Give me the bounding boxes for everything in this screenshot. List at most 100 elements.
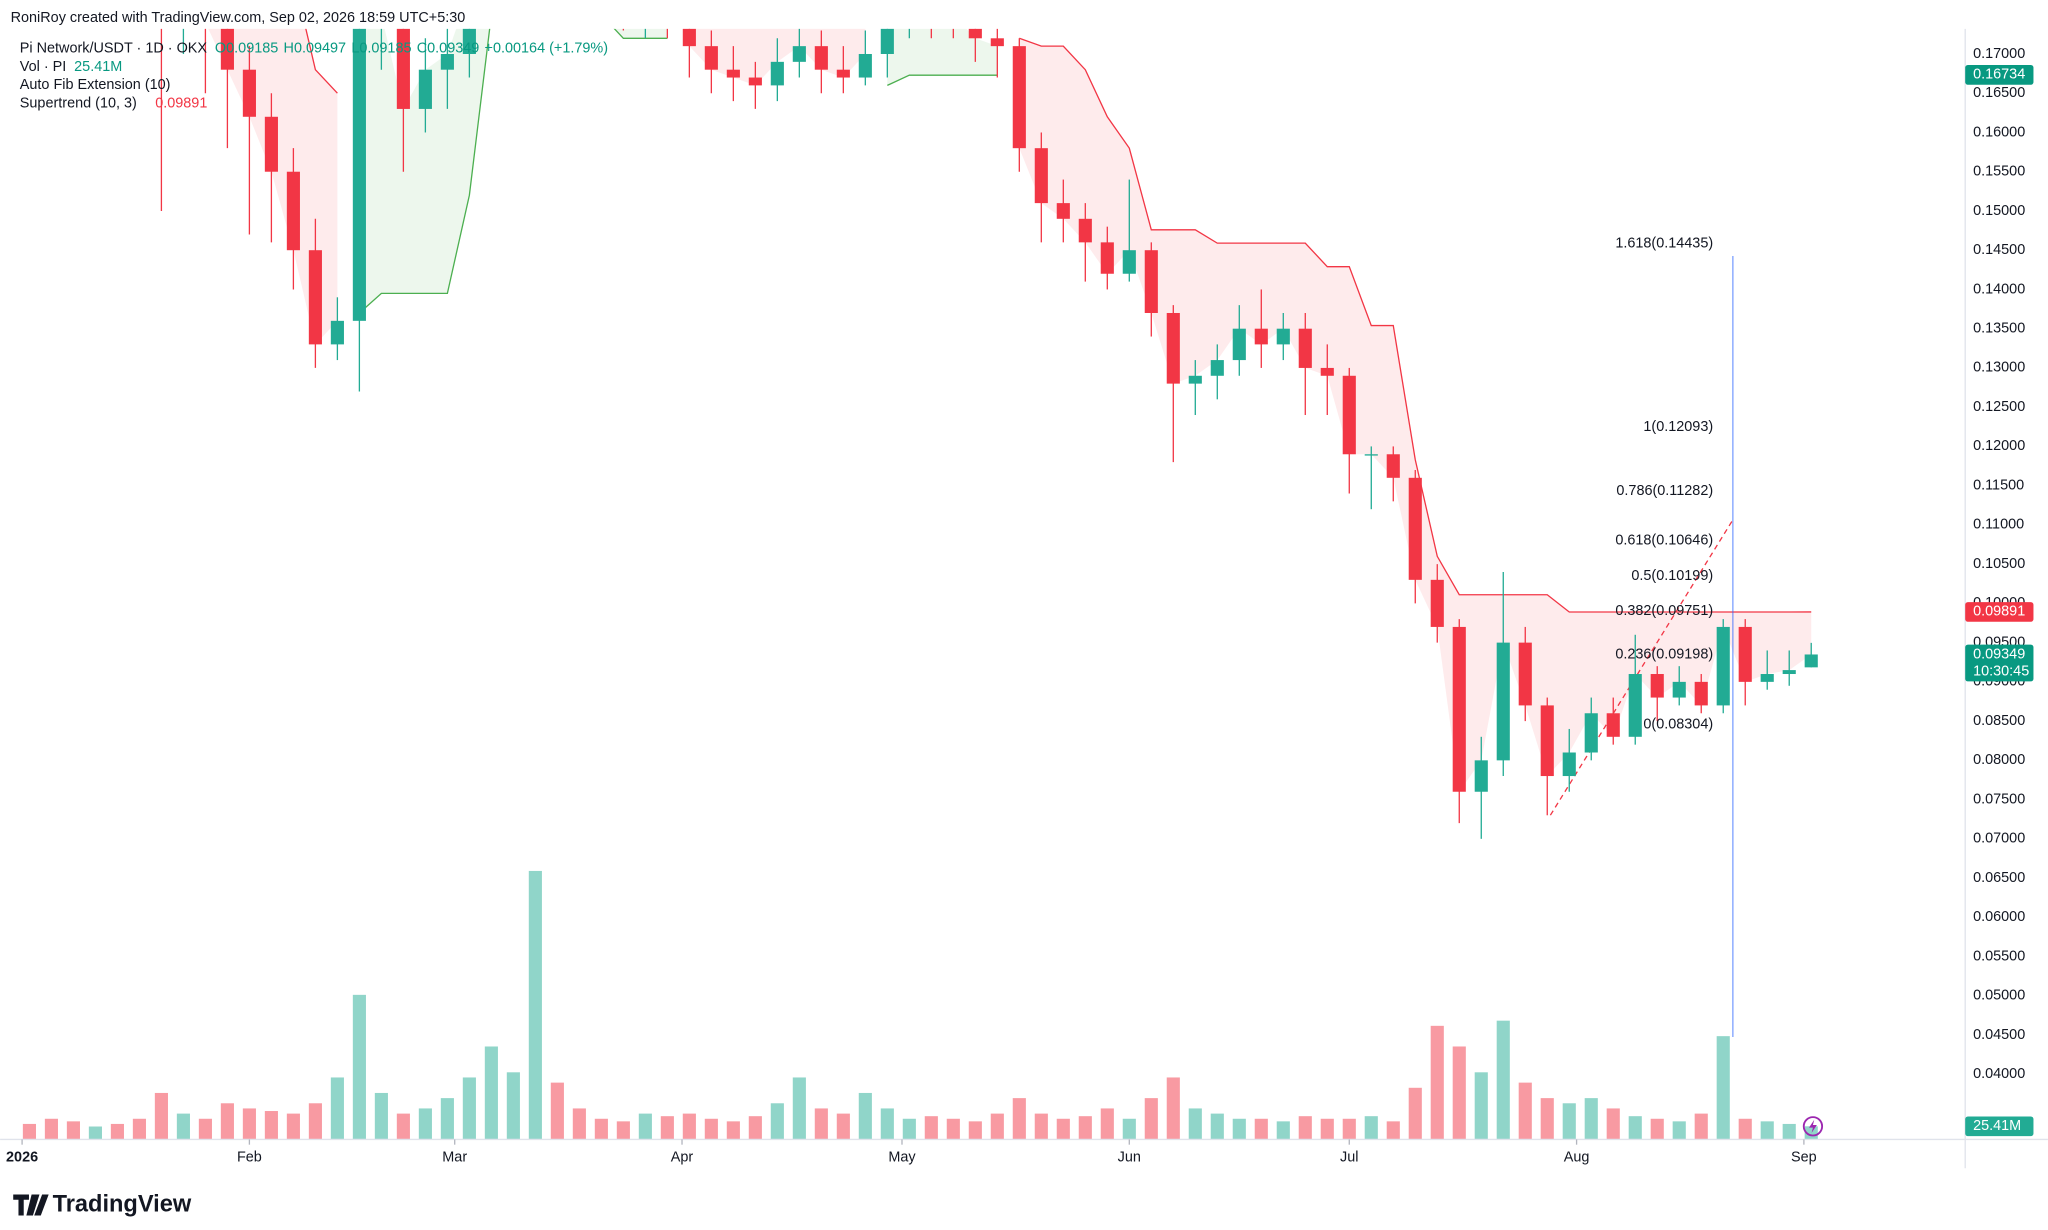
volume-bar	[176, 1113, 190, 1140]
volume-bar	[154, 1092, 168, 1140]
volume-bar	[1276, 1121, 1290, 1140]
candle-body	[1562, 752, 1576, 777]
candle-body	[880, 28, 894, 54]
price-label-box	[1965, 65, 2034, 85]
ohlc: C0.09349	[417, 40, 480, 56]
volume-bar	[1122, 1118, 1136, 1140]
volume-bar	[880, 1108, 894, 1140]
candle-body	[1232, 328, 1246, 361]
x-tick-label: Feb	[237, 1150, 262, 1166]
legend-volume: Vol · PI 25.41M	[20, 59, 122, 75]
candle-body	[836, 69, 850, 78]
candle-body	[1408, 477, 1422, 580]
x-tick-label: Jun	[1118, 1150, 1141, 1166]
volume-bar	[682, 1113, 696, 1140]
volume-bar	[1298, 1116, 1312, 1140]
y-tick-label: 0.05500	[1973, 948, 2025, 964]
supertrend	[208, 28, 1812, 792]
candle-body	[661, 0, 674, 7]
candle-body	[308, 250, 322, 345]
y-tick-label: 0.14000	[1973, 281, 2025, 297]
candle-body	[1650, 674, 1664, 698]
volume-label: 25.41M	[1973, 1118, 2021, 1134]
candle-body	[1034, 148, 1048, 204]
candle-body	[1672, 681, 1686, 698]
volume-bar	[1650, 1118, 1664, 1140]
y-tick-label: 0.07000	[1973, 831, 2025, 847]
volume-bar	[1496, 1020, 1510, 1140]
volume-bar	[1012, 1098, 1026, 1140]
volume-bar	[484, 1046, 498, 1140]
supertrend-fill	[208, 28, 338, 345]
volume-pane	[22, 870, 1818, 1140]
supertrend-fill	[887, 28, 998, 86]
candle-body	[220, 28, 234, 70]
candle-body	[925, 0, 938, 7]
volume-bar	[924, 1116, 938, 1140]
fib-label: 1(0.12093)	[1643, 419, 1713, 435]
x-tick-label: Mar	[442, 1150, 467, 1166]
candle-body	[1782, 670, 1796, 675]
volume-bar	[968, 1121, 982, 1140]
supertrend-line	[358, 28, 668, 314]
y-tick-label: 0.06500	[1973, 870, 2025, 886]
x-tick-label: May	[888, 1150, 916, 1166]
ohlc: H0.09497	[284, 40, 347, 56]
candle-body	[1364, 454, 1378, 456]
fib-label: 0.618(0.10646)	[1615, 533, 1713, 549]
supertrend-line	[1019, 37, 1812, 613]
candle-body	[1694, 681, 1708, 706]
y-tick-label: 0.10500	[1973, 556, 2025, 572]
volume-label-box	[1965, 1116, 2034, 1137]
candle-body	[617, 0, 630, 7]
volume-bar	[1760, 1121, 1774, 1140]
volume-bar	[1562, 1103, 1576, 1140]
price-label: 0.09891	[1973, 604, 2025, 620]
candle-body	[748, 77, 762, 86]
volume-bar	[1716, 1036, 1730, 1140]
volume-bar	[418, 1108, 432, 1140]
candle-body	[858, 53, 872, 78]
candle-body	[1100, 242, 1114, 274]
candle-body	[1342, 375, 1356, 455]
candle-body	[1540, 705, 1554, 777]
candle-body	[1804, 654, 1818, 668]
candle-body	[177, 0, 190, 7]
candle-body	[1606, 713, 1620, 737]
y-tick-label: 0.13500	[1973, 320, 2025, 336]
volume-bar	[506, 1072, 520, 1140]
fib-label: 0(0.08304)	[1643, 716, 1713, 732]
candle-body	[1188, 375, 1202, 384]
candle-body	[770, 61, 784, 86]
candle-body	[1122, 250, 1136, 274]
volume-bar	[770, 1103, 784, 1140]
volume-bar	[198, 1118, 212, 1140]
supertrend-fill	[1019, 38, 1812, 792]
candle-body	[440, 53, 454, 70]
fib-trend-line	[1549, 519, 1734, 816]
volume-bar	[264, 1111, 278, 1140]
alert-icon[interactable]	[1802, 1116, 1824, 1137]
y-tick-label: 0.14500	[1973, 242, 2025, 258]
vol: Vol · PI	[20, 59, 67, 75]
candle-body	[330, 320, 344, 345]
candle-body	[903, 0, 916, 15]
candle-body	[968, 28, 982, 39]
volume-bar	[792, 1077, 806, 1140]
volume-bar	[1628, 1116, 1642, 1140]
volume-bar	[1386, 1121, 1400, 1140]
candle-body	[264, 116, 278, 172]
volume-bar	[1166, 1077, 1180, 1140]
price-label-time: 10:30:45	[1973, 663, 2029, 679]
volume-bar	[704, 1118, 718, 1140]
y-tick-label: 0.08500	[1973, 713, 2025, 729]
volume-bar	[1320, 1118, 1334, 1140]
y-tick-label: 0.13000	[1973, 360, 2025, 376]
volume-bar	[1672, 1121, 1686, 1140]
candle-body	[1738, 626, 1752, 682]
volume-bar	[1254, 1118, 1268, 1140]
fib-label: 0.786(0.11282)	[1616, 483, 1713, 499]
fib-labels: 1.618(0.14435) 1(0.12093) 0.786(0.11282) 0.…	[1615, 235, 1713, 732]
